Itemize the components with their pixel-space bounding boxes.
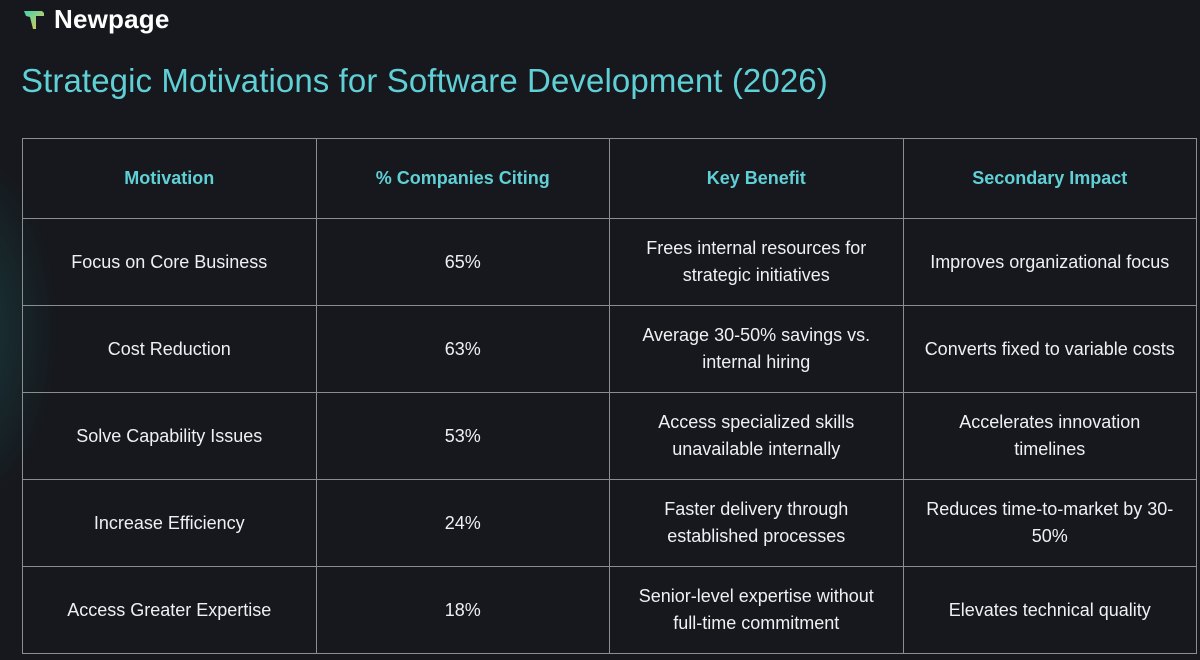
column-header-companies-citing: % Companies Citing <box>315 138 610 219</box>
cell-percent: 65% <box>315 218 610 306</box>
brand-logo: Newpage <box>22 4 170 34</box>
cell-percent: 24% <box>315 479 610 567</box>
cell-key-benefit: Average 30-50% savings vs. internal hiri… <box>609 305 904 393</box>
cell-motivation: Focus on Core Business <box>22 218 317 306</box>
column-header-secondary-impact: Secondary Impact <box>902 138 1197 219</box>
cell-secondary-impact: Elevates technical quality <box>902 566 1197 654</box>
cell-percent: 18% <box>315 566 610 654</box>
cell-secondary-impact: Improves organizational focus <box>902 218 1197 306</box>
cell-percent: 53% <box>315 392 610 480</box>
table-row: Increase Efficiency 24% Faster delivery … <box>22 479 1197 567</box>
cell-motivation: Access Greater Expertise <box>22 566 317 654</box>
table-row: Solve Capability Issues 53% Access speci… <box>22 392 1197 480</box>
cell-key-benefit: Frees internal resources for strategic i… <box>609 218 904 306</box>
page-title: Strategic Motivations for Software Devel… <box>21 62 828 99</box>
cell-secondary-impact: Converts fixed to variable costs <box>902 305 1197 393</box>
table-row: Access Greater Expertise 18% Senior-leve… <box>22 566 1197 654</box>
brand-name: Newpage <box>54 3 170 34</box>
newpage-logo-icon <box>24 11 44 29</box>
column-header-motivation: Motivation <box>22 138 317 219</box>
cell-percent: 63% <box>315 305 610 393</box>
cell-motivation: Increase Efficiency <box>22 479 317 567</box>
cell-key-benefit: Access specialized skills unavailable in… <box>609 392 904 480</box>
cell-motivation: Solve Capability Issues <box>22 392 317 480</box>
column-header-key-benefit: Key Benefit <box>609 138 904 219</box>
cell-key-benefit: Senior-level expertise without full-time… <box>609 566 904 654</box>
table-row: Focus on Core Business 65% Frees interna… <box>22 218 1197 306</box>
motivations-table: Motivation % Companies Citing Key Benefi… <box>22 138 1197 654</box>
cell-secondary-impact: Reduces time-to-market by 30-50% <box>902 479 1197 567</box>
cell-key-benefit: Faster delivery through established proc… <box>609 479 904 567</box>
cell-secondary-impact: Accelerates innovation timelines <box>902 392 1197 480</box>
table-row: Cost Reduction 63% Average 30-50% saving… <box>22 305 1197 393</box>
cell-motivation: Cost Reduction <box>22 305 317 393</box>
table-header-row: Motivation % Companies Citing Key Benefi… <box>22 138 1197 219</box>
